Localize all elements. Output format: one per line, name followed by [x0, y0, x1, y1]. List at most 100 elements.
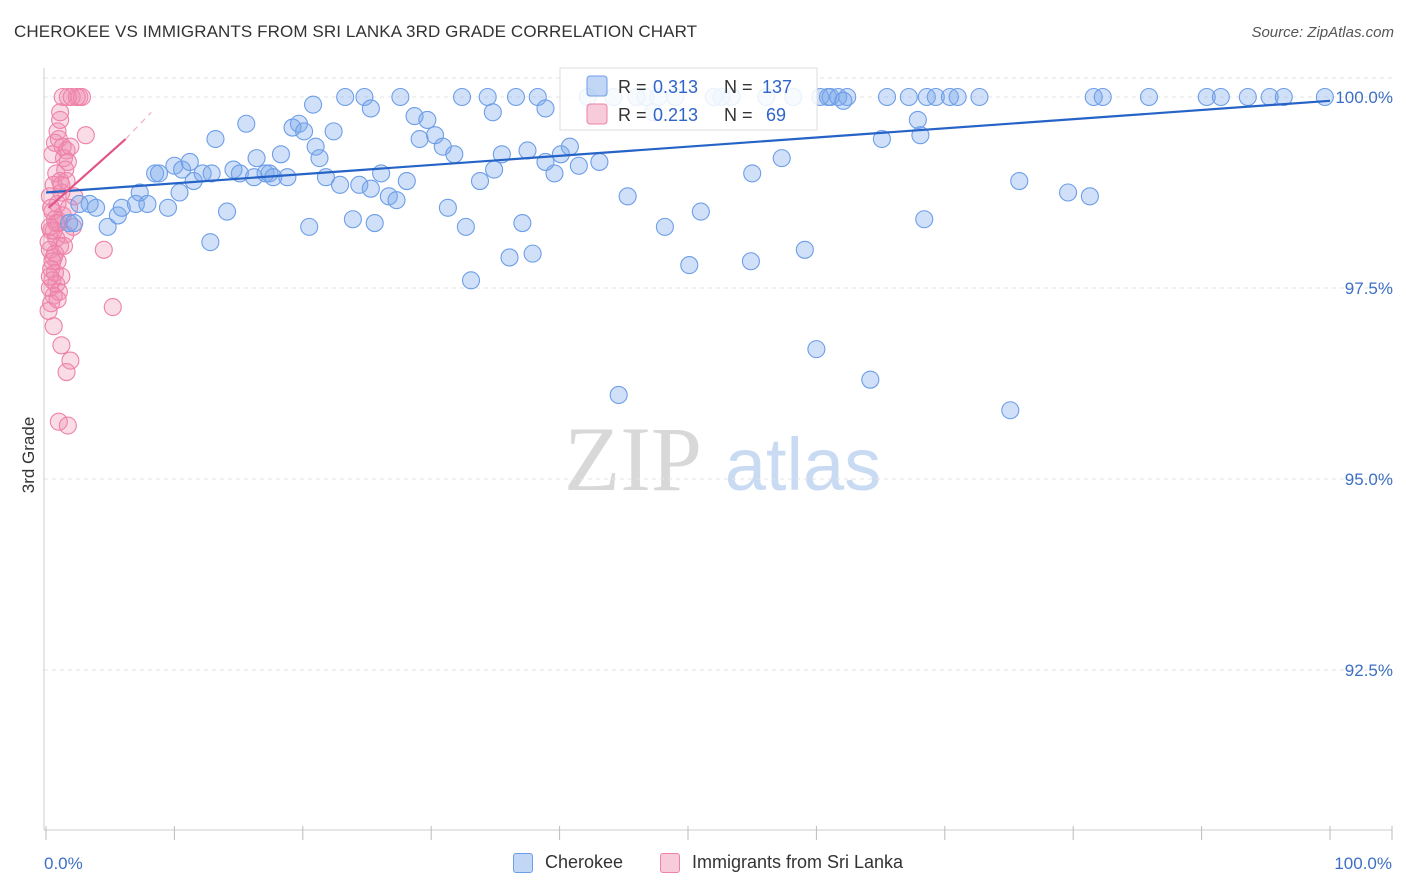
cherokee-point	[418, 110, 437, 129]
cherokee-point	[1238, 87, 1257, 107]
y-tick-label: 95.0%	[1345, 470, 1393, 489]
cherokee-point	[1139, 87, 1159, 107]
cherokee-point	[834, 91, 853, 110]
cherokee-point	[513, 214, 532, 233]
cherokee-point	[485, 160, 504, 179]
cherokee-point	[926, 87, 945, 107]
stats-legend: R = 0.313 N = 137 R = 0.213 N = 69	[559, 67, 818, 131]
sri-lanka-point	[57, 171, 76, 191]
cherokee-point	[452, 87, 472, 107]
cherokee-point	[237, 114, 256, 133]
cherokee-point	[500, 248, 519, 267]
cherokee-point	[1197, 87, 1216, 107]
cherokee-point	[387, 191, 406, 210]
cherokee-point	[872, 129, 891, 149]
cherokee-point	[247, 149, 266, 168]
legend-r-label-2: R =	[618, 105, 647, 125]
sri-lanka-point	[43, 145, 62, 164]
cherokee-point	[170, 183, 189, 202]
cherokee-point	[590, 152, 609, 171]
sri-lanka-point	[61, 137, 80, 156]
sri-lanka-point	[72, 87, 92, 107]
bottom-legend: Cherokee Immigrants from Sri Lanka	[0, 852, 1406, 878]
cherokee-point	[970, 87, 989, 107]
cherokee-point	[391, 87, 410, 107]
sri-lanka-point	[57, 362, 76, 382]
cherokee-point	[772, 149, 791, 168]
sri-lanka-point	[48, 290, 67, 309]
sri-lanka-point	[39, 233, 58, 252]
cherokee-point	[743, 164, 762, 183]
sri-lanka-point	[49, 412, 68, 431]
cherokee-point	[560, 137, 579, 156]
cherokee-point	[278, 168, 297, 187]
trend-lines	[45, 99, 1331, 209]
cherokee-point	[655, 217, 674, 236]
bottom-legend-label-cherokee: Cherokee	[545, 852, 624, 872]
cherokee-point	[146, 164, 165, 183]
cherokee-point	[310, 149, 329, 168]
sri-lanka-point	[52, 336, 71, 355]
cherokee-point	[691, 202, 710, 221]
cherokee-point	[295, 122, 314, 141]
sri-lanka-point	[56, 160, 75, 179]
cherokee-point	[609, 385, 628, 405]
sri-lanka-point	[51, 110, 70, 129]
cherokee-point	[899, 87, 918, 107]
watermark-zip: ZIP	[564, 408, 702, 510]
cherokee-point	[1315, 87, 1334, 107]
sri-lanka-trend-extension	[125, 111, 152, 140]
cherokee-point	[908, 110, 927, 129]
legend-swatch-sri-lanka	[586, 103, 608, 125]
cherokee-point	[569, 156, 588, 175]
cherokee-point	[336, 87, 355, 107]
cherokee-point	[1093, 87, 1112, 107]
x-ticks	[45, 826, 1393, 840]
cherokee-trend-line	[45, 99, 1331, 194]
sri-lanka-point	[40, 217, 59, 236]
cherokee-point	[861, 370, 880, 389]
sri-lanka-point	[43, 252, 62, 271]
x-tick-label-min: 0.0%	[44, 854, 83, 873]
cherokee-point	[741, 252, 760, 271]
legend-n-label-2: N =	[724, 105, 753, 125]
cherokee-point	[536, 99, 555, 118]
sri-lanka-trend-line	[47, 138, 127, 209]
cherokee-point	[456, 217, 475, 236]
stats-legend-box	[559, 67, 818, 131]
cherokee-point	[330, 175, 350, 194]
cherokee-point	[940, 87, 959, 107]
legend-r-value-1: 0.313	[653, 77, 698, 97]
legend-r-value-2: 0.213	[653, 105, 698, 125]
cherokee-point	[1080, 187, 1099, 206]
cherokee-point	[361, 99, 380, 118]
cherokee-point	[300, 217, 319, 236]
sri-lanka-point	[58, 416, 77, 435]
cherokee-point	[877, 87, 897, 107]
cherokee-point	[915, 210, 934, 229]
sri-lanka-swatch	[660, 852, 680, 873]
cherokee-point	[618, 187, 637, 206]
cherokee-point	[173, 160, 192, 179]
cherokee-point	[112, 198, 131, 217]
cherokee-point	[461, 271, 481, 290]
cherokee-point	[483, 103, 502, 122]
cherokee-point	[217, 202, 237, 221]
cherokee-point	[361, 179, 380, 198]
cherokee-point	[438, 198, 457, 217]
cherokee-point	[478, 87, 497, 107]
cherokee-point	[807, 340, 826, 359]
sri-lanka-point	[103, 298, 122, 317]
cherokee-point	[470, 171, 490, 191]
cherokee-point	[523, 244, 542, 263]
y-tick-labels: 100.0% 97.5% 95.0% 92.5%	[1335, 88, 1393, 680]
sri-lanka-point	[62, 87, 81, 107]
legend-n-value-2: 69	[766, 105, 786, 125]
cherokee-point	[138, 194, 157, 214]
cherokee-point	[545, 164, 564, 183]
cherokee-point	[60, 214, 79, 233]
axes	[43, 68, 1392, 831]
cherokee-point	[324, 122, 343, 141]
sri-lanka-point	[76, 126, 95, 145]
sri-lanka-point	[44, 317, 63, 336]
